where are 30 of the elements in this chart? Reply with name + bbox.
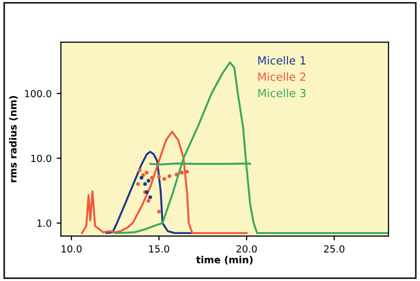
x-tick-label: 15.0 xyxy=(149,245,170,253)
point xyxy=(157,210,161,214)
point xyxy=(140,176,144,180)
point xyxy=(144,170,149,175)
point xyxy=(148,195,152,200)
line-series xyxy=(105,150,194,234)
y-tick-label: 100.0 xyxy=(25,90,52,98)
x-tick-label: 10.0 xyxy=(62,245,82,253)
point xyxy=(157,174,161,179)
point xyxy=(136,182,140,186)
point xyxy=(185,170,189,174)
series-label: Micelle 3 xyxy=(258,88,306,98)
x-axis-title: time (min) xyxy=(196,256,253,265)
y-tick-label: 10.0 xyxy=(31,154,52,162)
point xyxy=(168,174,172,178)
text: Micelle 1 xyxy=(258,56,306,65)
point xyxy=(162,177,166,181)
point xyxy=(174,172,178,176)
x-tick-label: 25.0 xyxy=(324,245,344,253)
line-series xyxy=(80,130,248,234)
point xyxy=(138,168,142,172)
text: Micelle 2 xyxy=(258,72,306,81)
y-axis-title: rms radius (nm) xyxy=(9,96,18,182)
point xyxy=(146,198,150,203)
point xyxy=(141,173,146,177)
point xyxy=(146,178,150,183)
point xyxy=(143,182,147,186)
x-tick-label: 20.0 xyxy=(236,245,257,253)
y-tick-label: 1.0 xyxy=(37,220,52,227)
point xyxy=(180,170,184,175)
